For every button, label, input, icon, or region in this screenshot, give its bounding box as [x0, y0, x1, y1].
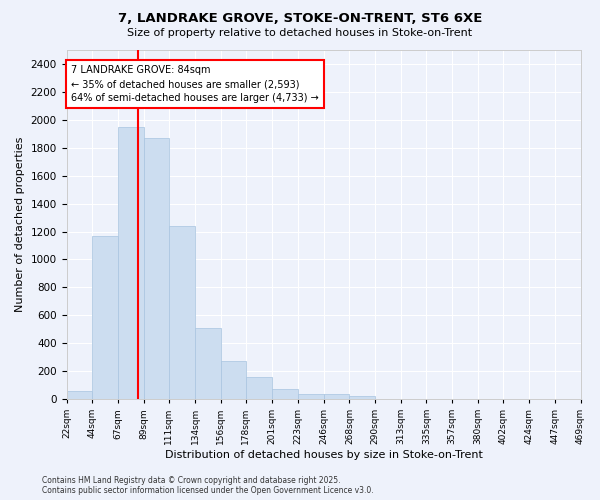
Bar [196, 328, 221, 399]
Bar [272, 388, 298, 399]
Text: Size of property relative to detached houses in Stoke-on-Trent: Size of property relative to detached ho… [127, 28, 473, 38]
Bar [324, 394, 349, 399]
Bar [298, 394, 324, 399]
Bar [221, 362, 246, 399]
X-axis label: Distribution of detached houses by size in Stoke-on-Trent: Distribution of detached houses by size … [164, 450, 482, 460]
Y-axis label: Number of detached properties: Number of detached properties [15, 137, 25, 312]
Bar [67, 392, 92, 399]
Bar [92, 236, 118, 399]
Bar [349, 396, 374, 399]
Bar [169, 226, 196, 399]
Text: Contains HM Land Registry data © Crown copyright and database right 2025.
Contai: Contains HM Land Registry data © Crown c… [42, 476, 374, 495]
Bar [246, 378, 272, 399]
Bar [118, 127, 143, 399]
Text: 7 LANDRAKE GROVE: 84sqm
← 35% of detached houses are smaller (2,593)
64% of semi: 7 LANDRAKE GROVE: 84sqm ← 35% of detache… [71, 66, 319, 104]
Text: 7, LANDRAKE GROVE, STOKE-ON-TRENT, ST6 6XE: 7, LANDRAKE GROVE, STOKE-ON-TRENT, ST6 6… [118, 12, 482, 26]
Bar [143, 138, 169, 399]
